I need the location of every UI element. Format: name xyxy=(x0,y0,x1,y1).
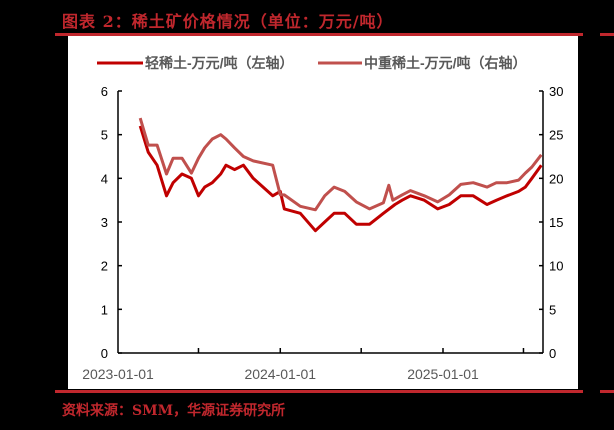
title-rule xyxy=(55,33,583,36)
y-right-tick-label: 5 xyxy=(549,302,556,317)
legend-label-light: 轻稀土-万元/吨（左轴） xyxy=(145,55,294,71)
source-rule xyxy=(55,390,583,393)
legend-label-heavy: 中重稀土-万元/吨（右轴） xyxy=(364,55,527,71)
chart-panel: 轻稀土-万元/吨（左轴） 中重稀土-万元/吨（右轴） 0 1 2 3 4 5 6 0 5 10 15… xyxy=(68,36,578,389)
y-left-tick-label: 5 xyxy=(101,128,108,143)
x-tick-label: 2024-01-01 xyxy=(244,366,316,382)
series-light-rare-earth xyxy=(138,125,543,233)
adjacent-rule-stub xyxy=(600,33,614,36)
y-left-tick-label: 1 xyxy=(101,302,108,317)
axes: 0 1 2 3 4 5 6 0 5 10 15 20 25 30 2023-01-01 2024-01-01 2… xyxy=(82,84,563,382)
adjacent-rule-stub-bottom xyxy=(600,390,614,393)
chart-title: 图表 2：稀土矿价格情况（单位：万元/吨） xyxy=(62,12,394,31)
line-chart: 轻稀土-万元/吨（左轴） 中重稀土-万元/吨（右轴） 0 1 2 3 4 5 6 0 5 10 15… xyxy=(82,55,563,382)
y-left-tick-label: 4 xyxy=(101,171,108,186)
x-tick-label: 2025-01-01 xyxy=(407,366,479,382)
y-right-tick-label: 10 xyxy=(549,259,563,274)
series-lines xyxy=(138,117,543,233)
y-right-tick-label: 0 xyxy=(549,346,556,361)
x-tick-label: 2023-01-01 xyxy=(82,366,154,382)
y-left-tick-label: 2 xyxy=(101,259,108,274)
y-right-tick-label: 15 xyxy=(549,215,563,230)
y-right-tick-label: 25 xyxy=(549,128,563,143)
y-left-tick-label: 6 xyxy=(101,84,108,99)
source-note: 资料来源：SMM，华源证券研究所 xyxy=(62,403,286,419)
y-left-tick-label: 0 xyxy=(101,346,108,361)
series-heavy-rare-earth xyxy=(138,117,543,212)
y-right-tick-label: 30 xyxy=(549,84,563,99)
legend: 轻稀土-万元/吨（左轴） 中重稀土-万元/吨（右轴） xyxy=(97,55,527,71)
y-left-tick-label: 3 xyxy=(101,215,108,230)
y-right-tick-label: 20 xyxy=(549,171,563,186)
